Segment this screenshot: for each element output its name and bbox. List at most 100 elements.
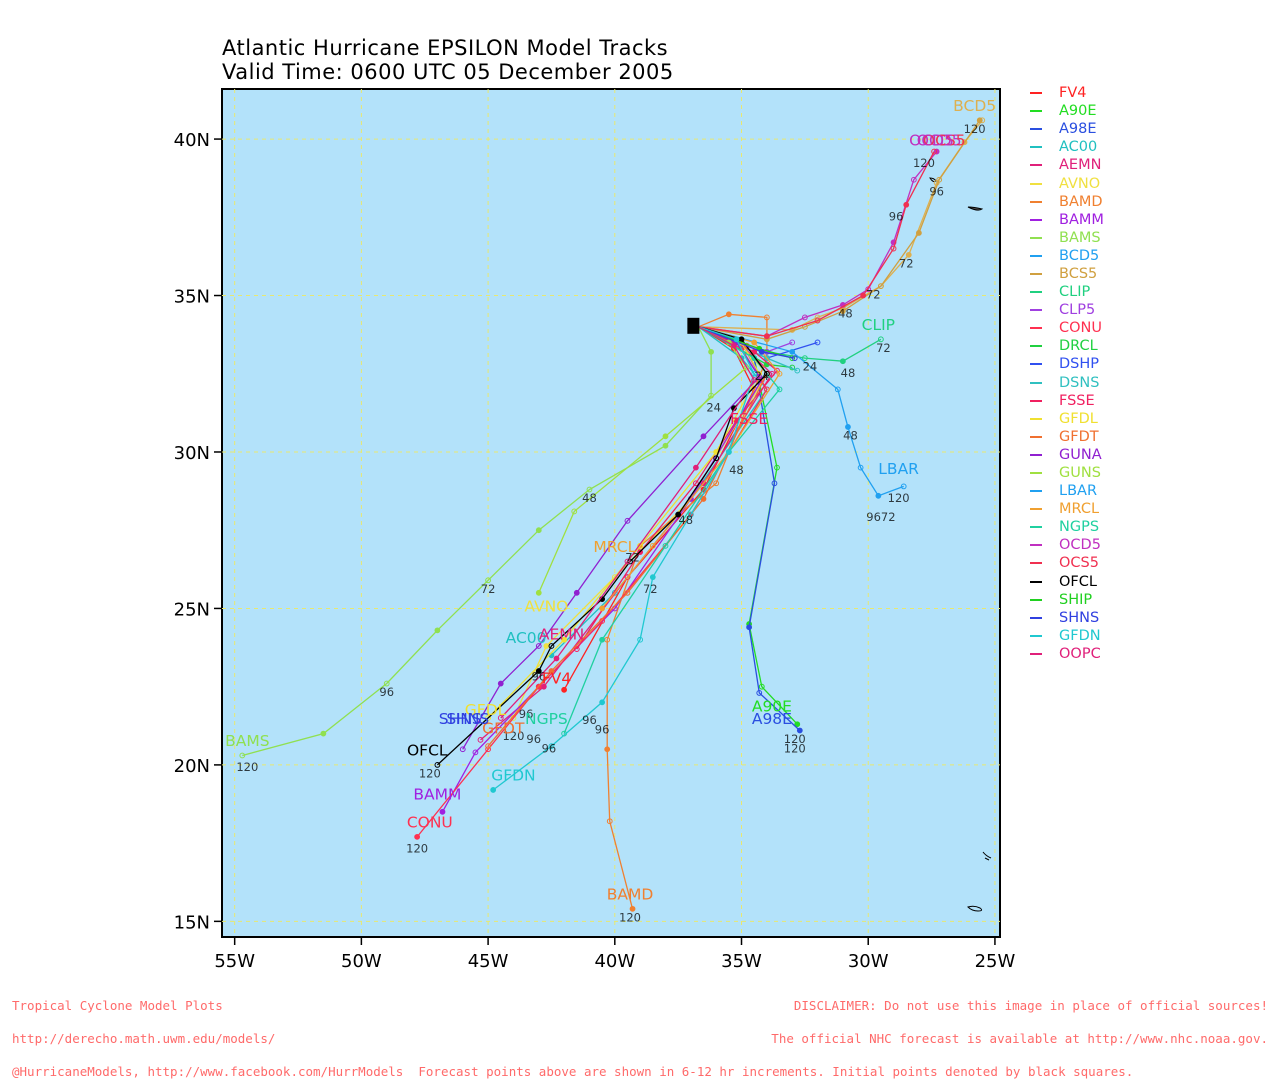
legend-swatch [1030,146,1042,149]
forecast-point [239,752,246,759]
track-label-conu: CONU [407,813,453,831]
legend-item: AVNO [1030,174,1104,192]
forecast-hour-tag: 48 [582,491,597,505]
forecast-point [599,605,606,612]
forecast-point [535,527,542,534]
longitude-ticks: 55W 50W 45W 40W 35W 30W 25W [214,937,1015,972]
forecast-point [700,433,707,440]
forecast-point [490,787,497,793]
forecast-point [485,577,491,584]
track-label-avno: AVNO [524,598,568,616]
forecast-point [756,690,763,696]
legend-label: GUNA [1059,446,1102,463]
legend-swatch [1030,254,1042,257]
forecast-point [890,245,897,252]
y-tick-label: 30N [174,443,210,464]
forecast-point [814,317,821,324]
forecast-point [814,314,821,321]
legend-label: GUNS [1059,465,1101,482]
forecast-point [916,230,922,236]
legend-label: DSHP [1059,356,1100,373]
legend-label: DSNS [1059,374,1100,391]
track-label-mrcl: MRCL [593,538,636,556]
legend-item: NGPS [1030,518,1104,536]
legend-label: CONU [1059,320,1102,337]
track-ocd5 [698,151,938,337]
legend-item: AEMN [1030,156,1104,174]
legend-swatch [1030,453,1042,456]
x-tick-label: 35W [721,951,762,972]
legend-label: OCD5 [1059,537,1101,554]
forecast-point [751,370,758,377]
legend-swatch [1030,598,1042,601]
forecast-hour-tag: 120 [888,491,910,505]
forecast-point [794,367,801,374]
forecast-point [535,668,542,674]
forecast-point [497,715,504,721]
forecast-hour-tag: 120 [406,842,428,856]
legend-item: BCD5 [1030,247,1104,265]
legend-swatch [1030,652,1042,655]
latitude-ticks: 40N 35N 30N 25N 20N 15N [174,130,222,933]
forecast-point [900,483,907,490]
forecast-point [606,818,613,825]
legend-label: GFDT [1059,428,1099,445]
forecast-point [771,480,778,487]
extra-track-label: OCD5 [909,131,954,149]
forecast-point [713,480,720,487]
legend-item: SHIP [1030,591,1104,609]
forecast-hour-tag: 24 [803,360,818,374]
forecast-point [789,339,796,346]
legend-swatch [1030,490,1042,493]
forecast-point [845,424,851,430]
y-tick-label: 15N [174,912,210,933]
legend-swatch [1030,345,1042,348]
forecast-point [789,348,796,355]
legend-swatch [1030,110,1042,113]
track-label-ngps: NGPS [525,710,568,728]
forecast-point [599,636,606,643]
forecast-hour-tag: 96 [519,707,534,721]
forecast-point [477,736,484,743]
coast-fragment [982,851,992,861]
track-mrcl [601,326,781,609]
forecast-point [624,517,631,524]
model-tracks [239,117,986,912]
forecast-point [439,808,446,815]
forecast-point [733,336,740,343]
forecast-hour-tag: 72 [899,256,914,270]
legend-swatch [1030,291,1042,294]
legend-item: OCS5 [1030,554,1104,572]
legend-item: CONU [1030,319,1104,337]
legend-item: BCS5 [1030,265,1104,283]
forecast-hour-labels: 1201201209612096724824120967272482412012… [236,122,985,925]
legend-label: LBAR [1059,483,1098,500]
track-label-clip: CLIP [862,316,895,334]
legend-item: A90E [1030,102,1104,120]
forecast-point [573,589,580,596]
legend-swatch [1030,472,1042,475]
legend-swatch [1030,128,1042,131]
forecast-point [801,314,808,321]
forecast-hour-tag: 72 [643,582,658,596]
forecast-point [637,636,644,643]
track-label-bamm: BAMM [413,785,461,803]
forecast-point [905,251,912,258]
forecast-hour-tag: 96 [595,723,610,737]
forecast-point [472,749,479,756]
legend-label: GFDL [1059,410,1098,427]
forecast-point [751,377,758,383]
forecast-point [535,643,542,649]
legend-swatch [1030,327,1042,330]
legend-item: SHNS [1030,609,1104,627]
legend-label: AVNO [1059,175,1101,192]
forecast-point [624,558,631,565]
forecast-point [485,715,491,721]
legend-swatch [1030,218,1042,221]
azores-island [967,905,983,912]
legend-swatch [1030,544,1042,547]
legend-item: CLIP [1030,283,1104,301]
track-label-shns: SHNS [446,710,489,728]
legend-swatch [1030,399,1042,402]
legend-label: CLIP [1059,284,1091,301]
